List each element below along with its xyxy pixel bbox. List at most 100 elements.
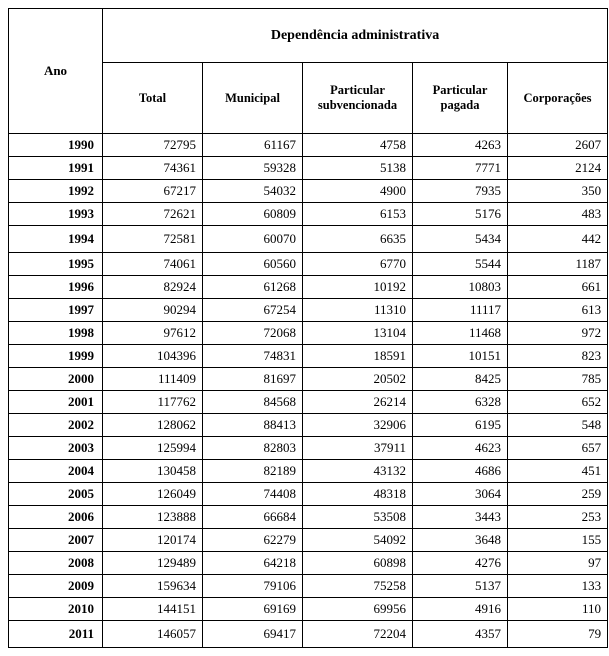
table-row: 1992672175403249007935350 bbox=[9, 180, 608, 203]
cell-total: 123888 bbox=[103, 506, 203, 529]
cell-sub: 75258 bbox=[303, 575, 413, 598]
cell-year: 2008 bbox=[9, 552, 103, 575]
cell-sub: 20502 bbox=[303, 368, 413, 391]
header-particular-subvencionada: Particular subvencionada bbox=[303, 63, 413, 134]
cell-sub: 5138 bbox=[303, 157, 413, 180]
cell-sub: 6635 bbox=[303, 226, 413, 253]
cell-year: 1999 bbox=[9, 345, 103, 368]
cell-year: 1996 bbox=[9, 276, 103, 299]
cell-corp: 110 bbox=[508, 598, 608, 621]
cell-pag: 3648 bbox=[413, 529, 508, 552]
cell-sub: 4900 bbox=[303, 180, 413, 203]
header-corporacoes: Corporações bbox=[508, 63, 608, 134]
cell-corp: 79 bbox=[508, 621, 608, 648]
table-row: 199682924612681019210803661 bbox=[9, 276, 608, 299]
cell-total: 120174 bbox=[103, 529, 203, 552]
cell-total: 90294 bbox=[103, 299, 203, 322]
cell-pag: 10151 bbox=[413, 345, 508, 368]
cell-total: 74361 bbox=[103, 157, 203, 180]
cell-pag: 11468 bbox=[413, 322, 508, 345]
cell-total: 74061 bbox=[103, 253, 203, 276]
cell-corp: 483 bbox=[508, 203, 608, 226]
cell-sub: 72204 bbox=[303, 621, 413, 648]
table-row: 20111460576941772204435779 bbox=[9, 621, 608, 648]
cell-sub: 60898 bbox=[303, 552, 413, 575]
cell-municipal: 88413 bbox=[203, 414, 303, 437]
cell-sub: 54092 bbox=[303, 529, 413, 552]
cell-corp: 613 bbox=[508, 299, 608, 322]
cell-municipal: 59328 bbox=[203, 157, 303, 180]
cell-total: 144151 bbox=[103, 598, 203, 621]
table-row: 1993726216080961535176483 bbox=[9, 203, 608, 226]
cell-pag: 10803 bbox=[413, 276, 508, 299]
cell-year: 2006 bbox=[9, 506, 103, 529]
cell-municipal: 82189 bbox=[203, 460, 303, 483]
cell-municipal: 60560 bbox=[203, 253, 303, 276]
cell-year: 1998 bbox=[9, 322, 103, 345]
cell-corp: 442 bbox=[508, 226, 608, 253]
cell-municipal: 62279 bbox=[203, 529, 303, 552]
table-row: 200111776284568262146328652 bbox=[9, 391, 608, 414]
cell-pag: 6195 bbox=[413, 414, 508, 437]
cell-corp: 1187 bbox=[508, 253, 608, 276]
cell-municipal: 66684 bbox=[203, 506, 303, 529]
cell-municipal: 72068 bbox=[203, 322, 303, 345]
cell-pag: 7771 bbox=[413, 157, 508, 180]
cell-total: 128062 bbox=[103, 414, 203, 437]
cell-corp: 350 bbox=[508, 180, 608, 203]
cell-total: 72621 bbox=[103, 203, 203, 226]
cell-pag: 5434 bbox=[413, 226, 508, 253]
cell-corp: 823 bbox=[508, 345, 608, 368]
cell-municipal: 61167 bbox=[203, 134, 303, 157]
cell-total: 126049 bbox=[103, 483, 203, 506]
header-municipal: Municipal bbox=[203, 63, 303, 134]
cell-municipal: 82803 bbox=[203, 437, 303, 460]
cell-pag: 8425 bbox=[413, 368, 508, 391]
cell-pag: 3064 bbox=[413, 483, 508, 506]
cell-pag: 7935 bbox=[413, 180, 508, 203]
cell-pag: 4263 bbox=[413, 134, 508, 157]
cell-total: 82924 bbox=[103, 276, 203, 299]
cell-municipal: 79106 bbox=[203, 575, 303, 598]
cell-municipal: 74831 bbox=[203, 345, 303, 368]
cell-total: 159634 bbox=[103, 575, 203, 598]
cell-corp: 155 bbox=[508, 529, 608, 552]
cell-sub: 10192 bbox=[303, 276, 413, 299]
cell-corp: 2607 bbox=[508, 134, 608, 157]
cell-year: 2004 bbox=[9, 460, 103, 483]
cell-municipal: 67254 bbox=[203, 299, 303, 322]
table-row: 200011140981697205028425785 bbox=[9, 368, 608, 391]
cell-year: 2011 bbox=[9, 621, 103, 648]
cell-pag: 4276 bbox=[413, 552, 508, 575]
cell-pag: 6328 bbox=[413, 391, 508, 414]
table-row: 200212806288413329066195548 bbox=[9, 414, 608, 437]
cell-total: 117762 bbox=[103, 391, 203, 414]
cell-pag: 4357 bbox=[413, 621, 508, 648]
cell-sub: 18591 bbox=[303, 345, 413, 368]
cell-pag: 3443 bbox=[413, 506, 508, 529]
cell-municipal: 81697 bbox=[203, 368, 303, 391]
cell-sub: 13104 bbox=[303, 322, 413, 345]
cell-corp: 2124 bbox=[508, 157, 608, 180]
table-row: 19917436159328513877712124 bbox=[9, 157, 608, 180]
cell-total: 72581 bbox=[103, 226, 203, 253]
table-row: 200312599482803379114623657 bbox=[9, 437, 608, 460]
cell-total: 97612 bbox=[103, 322, 203, 345]
cell-pag: 4916 bbox=[413, 598, 508, 621]
cell-corp: 972 bbox=[508, 322, 608, 345]
cell-year: 2000 bbox=[9, 368, 103, 391]
cell-corp: 548 bbox=[508, 414, 608, 437]
cell-municipal: 64218 bbox=[203, 552, 303, 575]
cell-sub: 11310 bbox=[303, 299, 413, 322]
header-total: Total bbox=[103, 63, 203, 134]
cell-year: 2002 bbox=[9, 414, 103, 437]
cell-total: 129489 bbox=[103, 552, 203, 575]
cell-municipal: 61268 bbox=[203, 276, 303, 299]
table-head: Ano Dependência administrativa Total Mun… bbox=[9, 9, 608, 134]
cell-municipal: 69169 bbox=[203, 598, 303, 621]
cell-total: 104396 bbox=[103, 345, 203, 368]
cell-sub: 6770 bbox=[303, 253, 413, 276]
cell-corp: 133 bbox=[508, 575, 608, 598]
cell-corp: 97 bbox=[508, 552, 608, 575]
cell-year: 1990 bbox=[9, 134, 103, 157]
